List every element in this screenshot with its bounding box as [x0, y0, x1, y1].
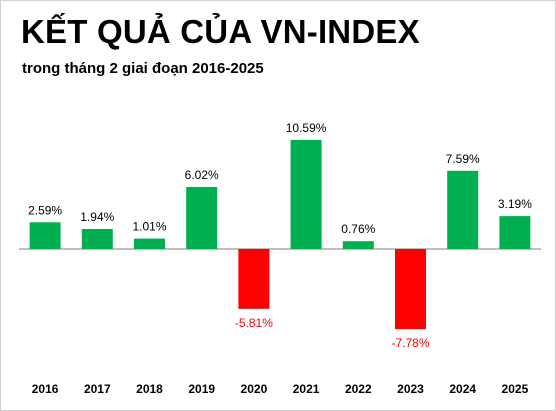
bar-2025	[499, 216, 531, 249]
bar-2023	[395, 249, 426, 330]
bar-2019	[186, 187, 218, 249]
data-label-2022: 0.76%	[341, 222, 375, 236]
data-label-2025: 3.19%	[498, 197, 532, 211]
data-label-2018: 1.01%	[132, 220, 166, 234]
data-label-2017: 1.94%	[80, 210, 114, 224]
category-label-2021: 2021	[293, 382, 320, 396]
category-label-2022: 2022	[345, 382, 372, 396]
chart-title: KẾT QUẢ CỦA VN-INDEX	[21, 13, 420, 50]
bar-2022	[342, 241, 374, 249]
category-label-2019: 2019	[188, 382, 215, 396]
data-label-2023: -7.78%	[391, 336, 429, 350]
data-label-2020: -5.81%	[235, 316, 273, 330]
category-label-2025: 2025	[502, 382, 529, 396]
bar-2018	[134, 238, 165, 249]
category-label-2020: 2020	[241, 382, 268, 396]
chart-subtitle: trong tháng 2 giai đoạn 2016-2025	[22, 60, 264, 77]
category-label-2017: 2017	[84, 382, 111, 396]
data-label-2024: 7.59%	[446, 152, 480, 166]
bar-2016	[29, 222, 61, 249]
bar-2021	[290, 139, 322, 249]
bar-2017	[81, 229, 113, 249]
category-label-2023: 2023	[397, 382, 424, 396]
category-label-2024: 2024	[449, 382, 476, 396]
bar-2024	[447, 170, 479, 249]
category-label-2016: 2016	[32, 382, 59, 396]
data-label-2021: 10.59%	[286, 121, 327, 135]
bar-2020	[238, 249, 270, 309]
category-label-2018: 2018	[136, 382, 163, 396]
data-label-2019: 6.02%	[185, 168, 219, 182]
data-label-2016: 2.59%	[28, 203, 62, 217]
